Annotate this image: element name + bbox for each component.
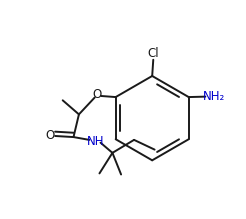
Text: NH: NH: [87, 135, 105, 148]
Text: O: O: [46, 129, 55, 143]
Text: Cl: Cl: [147, 47, 159, 60]
Text: O: O: [93, 88, 102, 101]
Text: NH₂: NH₂: [203, 90, 225, 103]
